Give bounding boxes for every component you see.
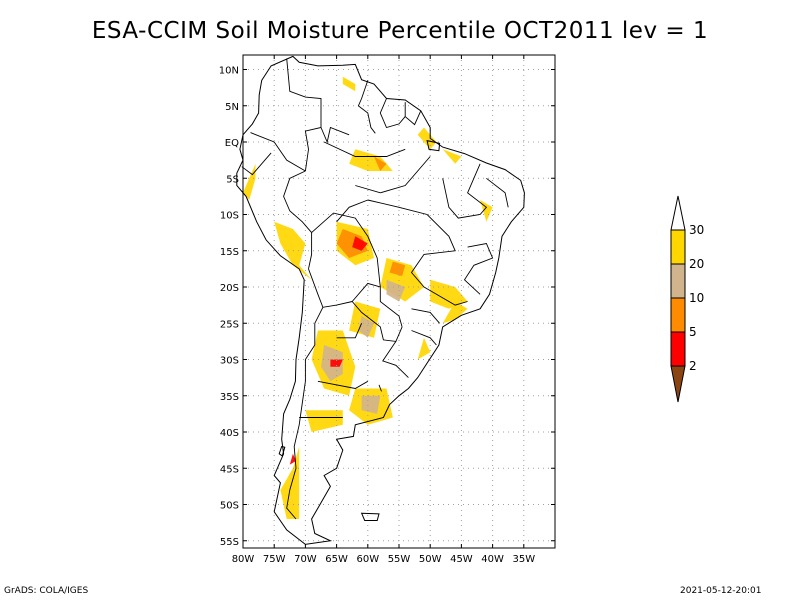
lon-tick-label-1: 75W: [263, 554, 286, 565]
colorbar-segment-2: [670, 297, 686, 333]
border-line-4: [311, 212, 381, 288]
colorbar-segment-1: [670, 263, 686, 299]
border-line-11: [357, 80, 376, 134]
lat-tick-label-3: 5S: [226, 174, 239, 185]
shade-region-1: [243, 163, 256, 200]
lat-tick-label-0: 10N: [219, 66, 239, 77]
shade-region-3: [336, 229, 368, 258]
border-line-13: [404, 102, 422, 126]
lon-tick-label-5: 55W: [388, 554, 411, 565]
lat-tick-label-12: 50S: [220, 501, 239, 512]
soil-moisture-shading: [243, 76, 493, 519]
border-line-27: [336, 323, 363, 339]
border-line-17: [486, 177, 509, 208]
shade-region-16: [305, 410, 343, 432]
colorbar-label-2: 10: [689, 291, 704, 305]
shade-region-25: [442, 301, 468, 324]
lat-tick-label-5: 15S: [220, 247, 239, 258]
colorbar-label-3: 5: [689, 325, 697, 339]
lat-tick-label-6: 20S: [220, 283, 239, 294]
shade-region-15: [361, 395, 381, 414]
border-line-20: [411, 308, 440, 324]
longitude-ticks: 80W 75W 70W 65W 60W 55W 50W 45W 40W 35W: [232, 55, 535, 565]
shade-region-23: [342, 76, 356, 92]
border-line-7: [351, 301, 403, 342]
shade-region-4: [352, 236, 368, 251]
border-line-15: [367, 199, 456, 288]
border-line-9: [286, 307, 324, 520]
border-line-12: [379, 98, 406, 129]
border-line-18: [463, 242, 494, 295]
lat-tick-label-9: 35S: [220, 392, 239, 403]
colorbar-segment-3: [670, 331, 686, 367]
lon-tick-label-7: 45W: [450, 554, 473, 565]
colorbar-top-arrow: [670, 195, 686, 231]
footer-credit: GrADS: COLA/IGES: [4, 586, 89, 596]
shade-region-18: [289, 453, 296, 465]
border-line-14: [320, 126, 350, 144]
shade-region-8: [430, 279, 468, 309]
lat-tick-label-11: 45S: [220, 464, 239, 475]
border-line-1: [250, 132, 306, 172]
colorbar-label-1: 20: [689, 257, 704, 271]
shade-region-21: [417, 127, 437, 150]
latitude-ticks: 10N 5N EQ 5S 10S 15S 20S 25S 30S 35S 40S 45S 50S 55S: [219, 66, 555, 548]
lon-tick-label-6: 50W: [419, 554, 442, 565]
lat-tick-label-2: EQ: [225, 138, 239, 149]
border-line-2: [241, 152, 272, 176]
lat-tick-label-8: 30S: [220, 356, 239, 367]
map-title: ESA-CCIM Soil Moisture Percentile OCT201…: [91, 18, 709, 44]
shade-region-26: [417, 337, 431, 360]
shade-region-13: [330, 359, 343, 367]
lat-tick-label-4: 10S: [220, 211, 239, 222]
border-line-16: [442, 163, 488, 219]
lon-tick-label-2: 70W: [294, 554, 317, 565]
border-line-6: [351, 282, 403, 328]
shade-region-19: [349, 149, 393, 171]
border-line-19: [423, 286, 468, 306]
shade-region-20: [374, 156, 387, 171]
border-line-23: [323, 141, 406, 157]
border-line-8: [382, 341, 409, 378]
shade-region-17: [280, 446, 300, 519]
lat-tick-label-13: 55S: [220, 537, 239, 548]
lat-tick-label-1: 5N: [225, 102, 239, 113]
shade-region-10: [358, 316, 374, 338]
colorbar-legend: 30 20 10 5 2: [670, 195, 704, 403]
border-line-0: [286, 58, 322, 172]
lat-tick-label-10: 40S: [220, 428, 239, 439]
lon-tick-label-4: 60W: [356, 554, 379, 565]
colorbar-label-4: 2: [689, 359, 697, 373]
colorbar-segment-0: [670, 229, 686, 265]
border-line-10: [378, 384, 382, 392]
shade-region-7: [386, 279, 406, 302]
border-line-21: [411, 330, 437, 346]
chiloe-island: [278, 445, 286, 457]
falkland-islands: [360, 512, 380, 521]
border-line-26: [317, 380, 369, 389]
colorbar-bottom-arrow: [670, 365, 686, 403]
border-line-3: [283, 170, 313, 269]
border-line-22: [355, 156, 431, 194]
south-america-coastline: [236, 55, 525, 545]
colorbar-label-0: 30: [689, 223, 704, 237]
shade-region-24: [480, 200, 493, 222]
shade-region-0: [274, 221, 312, 280]
lon-tick-label-9: 35W: [512, 554, 535, 565]
footer-timestamp: 2021-05-12-20:01: [680, 586, 762, 596]
shade-region-6: [389, 261, 406, 277]
lon-tick-label-3: 65W: [325, 554, 348, 565]
lon-tick-label-0: 80W: [232, 554, 255, 565]
shade-region-22: [442, 149, 462, 164]
lon-tick-label-8: 40W: [481, 554, 504, 565]
border-line-24: [336, 199, 368, 223]
border-line-5: [308, 268, 353, 308]
lat-tick-label-7: 25S: [220, 319, 239, 330]
coastlines-and-borders: [236, 55, 525, 545]
marajo-island: [426, 139, 441, 152]
